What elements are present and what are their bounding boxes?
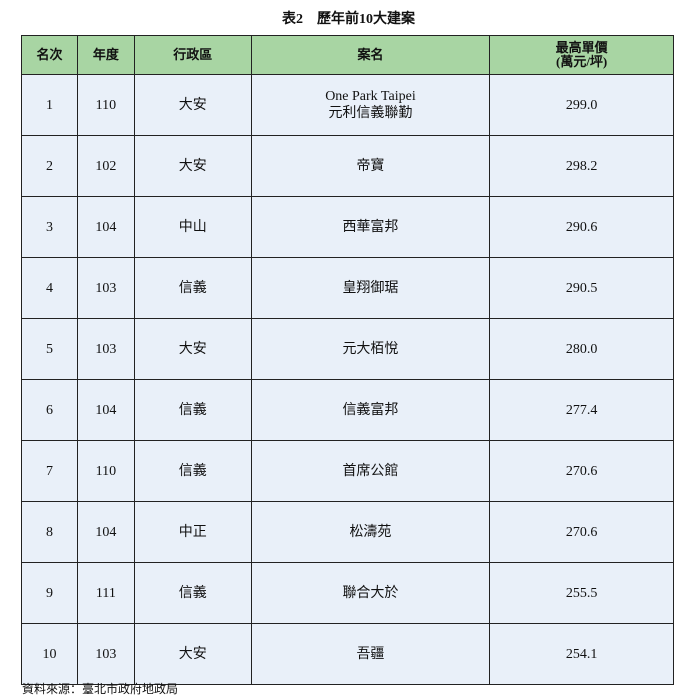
cell-max-unit-price: 290.6 <box>489 196 674 258</box>
cell-year: 104 <box>76 196 135 258</box>
cell-rank: 1 <box>21 74 78 136</box>
cell-district: 大安 <box>133 623 252 685</box>
cell-year: 104 <box>76 379 135 441</box>
cell-max-unit-price: 298.2 <box>489 135 674 197</box>
header-max-unit-price: 最高單價 (萬元/坪) <box>489 35 674 75</box>
cell-max-unit-price: 254.1 <box>489 623 674 685</box>
cell-rank: 10 <box>21 623 78 685</box>
cell-district: 大安 <box>133 74 252 136</box>
cell-max-unit-price: 270.6 <box>489 440 674 502</box>
cell-max-unit-price: 277.4 <box>489 379 674 441</box>
cell-project-name: 吾疆 <box>250 623 491 685</box>
cell-rank: 5 <box>21 318 78 380</box>
cell-project-name: 帝寶 <box>250 135 491 197</box>
cell-year: 103 <box>76 623 135 685</box>
cell-project-name: One Park Taipei 元利信義聯勤 <box>250 74 491 136</box>
cell-rank: 8 <box>21 501 78 563</box>
cell-year: 104 <box>76 501 135 563</box>
cell-rank: 6 <box>21 379 78 441</box>
cell-rank: 9 <box>21 562 78 624</box>
cell-project-name: 首席公館 <box>250 440 491 502</box>
cell-year: 103 <box>76 318 135 380</box>
header-project-name: 案名 <box>250 35 491 75</box>
cell-rank: 3 <box>21 196 78 258</box>
cell-max-unit-price: 280.0 <box>489 318 674 380</box>
cell-year: 102 <box>76 135 135 197</box>
cell-max-unit-price: 290.5 <box>489 257 674 319</box>
cell-max-unit-price: 299.0 <box>489 74 674 136</box>
cell-district: 大安 <box>133 135 252 197</box>
table-title: 表2 歷年前10大建案 <box>282 12 415 27</box>
cell-project-name: 西華富邦 <box>250 196 491 258</box>
cell-district: 信義 <box>133 440 252 502</box>
cell-project-name: 信義富邦 <box>250 379 491 441</box>
header-year: 年度 <box>76 35 135 75</box>
cell-district: 信義 <box>133 257 252 319</box>
header-district: 行政區 <box>133 35 252 75</box>
table-row: 4 103 信義 皇翔御琚 290.5 <box>21 257 674 319</box>
cell-district: 大安 <box>133 318 252 380</box>
cell-year: 111 <box>76 562 135 624</box>
cell-project-name: 元大栢悅 <box>250 318 491 380</box>
cell-rank: 4 <box>21 257 78 319</box>
top-10-table: 名次 年度 行政區 案名 最高單價 (萬元/坪) 1 110 大安 One Park Taip… <box>21 35 674 685</box>
cell-district: 信義 <box>133 562 252 624</box>
cell-district: 中山 <box>133 196 252 258</box>
header-row: 名次 年度 行政區 案名 最高單價 (萬元/坪) <box>21 35 674 75</box>
cell-year: 103 <box>76 257 135 319</box>
cell-year: 110 <box>76 440 135 502</box>
cell-max-unit-price: 255.5 <box>489 562 674 624</box>
cell-district: 中正 <box>133 501 252 563</box>
header-rank: 名次 <box>21 35 78 75</box>
table-row: 2 102 大安 帝寶 298.2 <box>21 135 674 197</box>
table-row: 8 104 中正 松濤苑 270.6 <box>21 501 674 563</box>
table-row: 1 110 大安 One Park Taipei 元利信義聯勤 299.0 <box>21 74 674 136</box>
cell-year: 110 <box>76 74 135 136</box>
cell-rank: 2 <box>21 135 78 197</box>
cell-project-name: 聯合大於 <box>250 562 491 624</box>
table-row: 9 111 信義 聯合大於 255.5 <box>21 562 674 624</box>
table-row: 5 103 大安 元大栢悅 280.0 <box>21 318 674 380</box>
table-row: 10 103 大安 吾疆 254.1 <box>21 623 674 685</box>
table-row: 7 110 信義 首席公館 270.6 <box>21 440 674 502</box>
source-note: 資料來源：臺北市政府地政局 <box>22 682 179 696</box>
cell-max-unit-price: 270.6 <box>489 501 674 563</box>
cell-district: 信義 <box>133 379 252 441</box>
cell-project-name: 松濤苑 <box>250 501 491 563</box>
cell-rank: 7 <box>21 440 78 502</box>
cell-project-name: 皇翔御琚 <box>250 257 491 319</box>
table-row: 6 104 信義 信義富邦 277.4 <box>21 379 674 441</box>
table-row: 3 104 中山 西華富邦 290.6 <box>21 196 674 258</box>
